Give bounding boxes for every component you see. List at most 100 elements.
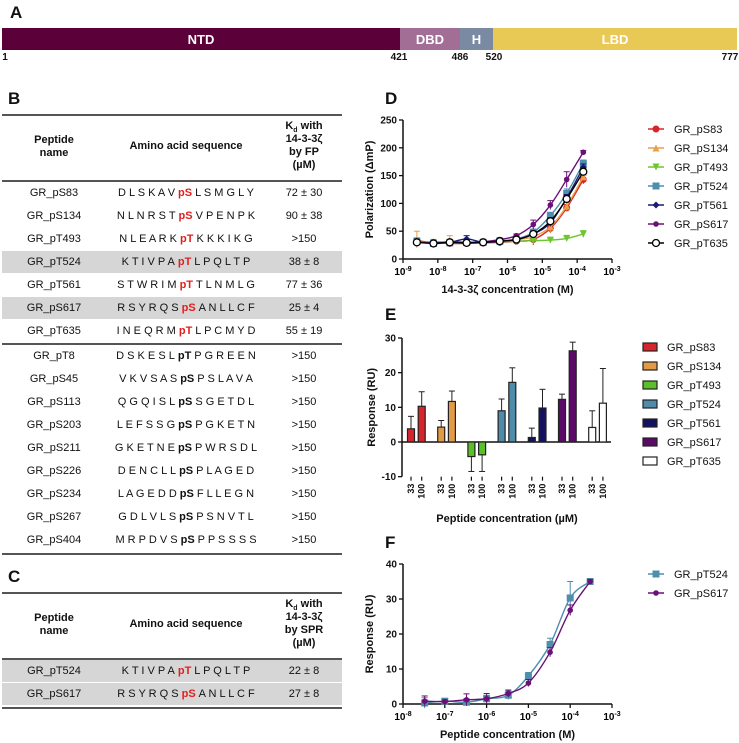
fit-curve <box>416 151 584 244</box>
marker-circle <box>587 578 593 585</box>
x-tick-label: 10-3 <box>603 266 620 278</box>
sequence-part: A N L L C F <box>198 688 255 700</box>
phospho-residue: pT <box>177 256 192 268</box>
peptide-name: GR_pS226 <box>26 465 82 477</box>
legend-label: GR_pS83 <box>667 342 715 354</box>
domain-segment-ntd: NTD <box>2 28 400 50</box>
x-tick-label: 33 <box>466 484 476 494</box>
tick-exponent: -9 <box>405 266 411 273</box>
y-tick-label: 20 <box>386 630 398 641</box>
kd-value: >150 <box>291 233 317 245</box>
series-GR_pT635 <box>588 368 608 443</box>
tick-base: 10 <box>568 267 580 278</box>
header-kd-word: 14-3-3ζ <box>285 133 323 145</box>
kd-value: >150 <box>291 511 317 523</box>
series-GR_pT524 <box>497 367 517 443</box>
sequence-part: Q G Q I S L <box>117 396 176 408</box>
sequence-part: P S L A V A <box>197 373 253 385</box>
sequence-part: R S Y R Q S <box>117 688 179 700</box>
marker-open-circle <box>579 167 588 176</box>
marker-circle <box>653 221 659 227</box>
tick-base: 10 <box>534 267 546 278</box>
marker-circle <box>653 590 659 596</box>
bar <box>417 405 426 443</box>
marker-triangle-down <box>563 234 571 242</box>
series-GR_pS83 <box>406 391 426 443</box>
peptide-name: GR_pT524 <box>27 256 81 268</box>
kd-value: 38 ± 8 <box>288 256 320 268</box>
phospho-residue: pS <box>179 465 194 477</box>
bar <box>497 410 506 443</box>
fit-curve <box>416 171 584 245</box>
series-GR_pT493 <box>467 441 487 472</box>
x-tick-label: 100 <box>538 484 548 499</box>
x-tick-label: 10-6 <box>478 711 495 723</box>
bar <box>527 436 536 443</box>
kd-value: >150 <box>291 419 317 431</box>
kd-value: >150 <box>291 373 317 385</box>
legend-label: GR_pT561 <box>674 200 728 212</box>
sequence-part: L P Q L T P <box>194 665 251 677</box>
series-GR_pS134 <box>413 172 587 248</box>
y-tick-label: 250 <box>380 116 397 127</box>
y-axis-label: Response (RU) <box>366 368 378 447</box>
legend-swatch <box>642 437 658 447</box>
x-tick-label: 100 <box>417 484 427 499</box>
x-axis-label: Peptide concentration (M) <box>440 729 575 741</box>
phospho-residue: pT <box>177 665 192 677</box>
table-bottom-rule <box>2 553 342 555</box>
legend-label: GR_pS617 <box>667 437 721 449</box>
marker-circle <box>567 607 573 613</box>
peptide-name: GR_pS617 <box>26 688 82 700</box>
marker-circle <box>652 125 660 133</box>
marker-circle <box>547 649 553 655</box>
header-rule <box>2 658 342 660</box>
kd-value: 90 ± 38 <box>285 210 323 222</box>
tick-base: 10 <box>464 267 476 278</box>
sequence-part: S G E T D L <box>195 396 255 408</box>
tick-exponent: -6 <box>510 266 516 273</box>
marker-circle <box>530 221 537 228</box>
kd-subscript: d <box>293 605 298 613</box>
y-tick-label: 0 <box>390 438 396 449</box>
series-GR_pT635 <box>412 167 588 248</box>
marker-square <box>563 189 571 197</box>
marker-triangle-down <box>652 163 660 171</box>
sequence-part: K K K I K G <box>196 233 253 245</box>
bar <box>406 428 416 443</box>
tick-base: 10 <box>603 712 615 723</box>
x-tick-label: 100 <box>447 484 457 499</box>
y-tick-label: 30 <box>385 334 397 345</box>
x-tick-label: 100 <box>598 484 608 499</box>
sequence-part: V K V S A S <box>119 373 178 385</box>
header-kd: Kd with 14-3-3ζ by SPR (µM) <box>266 598 342 650</box>
legend-label: GR_pT493 <box>667 380 721 392</box>
header-kd-word: (µM) <box>292 159 316 171</box>
legend-label: GR_pT524 <box>674 569 728 581</box>
bar <box>437 426 446 443</box>
header-sequence: Amino acid sequence <box>129 618 243 630</box>
header-kd-word: with <box>300 120 323 132</box>
phospho-residue: pS <box>178 396 193 408</box>
peptide-name: GR_pS404 <box>26 534 82 546</box>
tick-exponent: -7 <box>475 266 481 273</box>
legend-swatch <box>642 399 658 409</box>
series-GR_pS617 <box>413 149 587 246</box>
tick-base: 10 <box>436 712 448 723</box>
phospho-residue: pS <box>179 511 194 523</box>
x-axis-label: 14-3-3ζ concentration (M) <box>441 284 574 296</box>
